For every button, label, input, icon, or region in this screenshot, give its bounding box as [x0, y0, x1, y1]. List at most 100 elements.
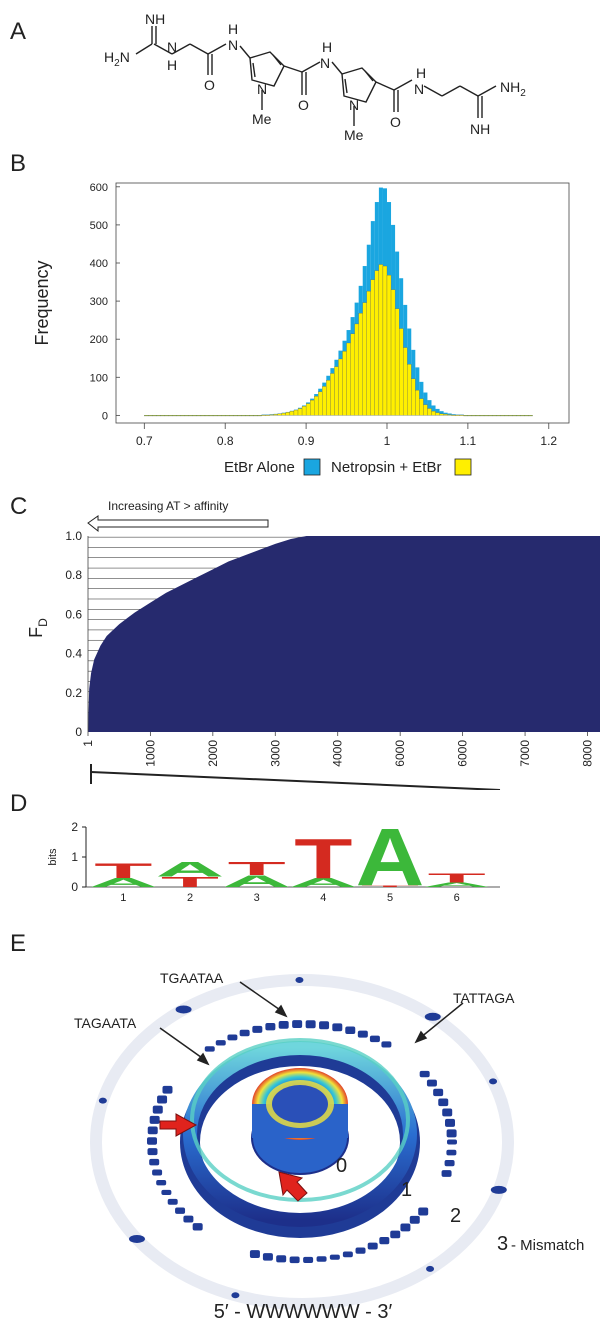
histogram-legend: EtBr Alone Netropsin + EtBr [224, 458, 472, 476]
area-x-tick-label: 4000 [331, 740, 345, 767]
panel-label-a: A [10, 18, 27, 45]
histogram-bar [435, 408, 440, 416]
legend-label-etbr: EtBr Alone [224, 459, 295, 476]
area-chart-y-axis: 0 0.2 0.4 0.6 0.8 1.0 [65, 529, 82, 739]
area-x-tick-label: 7000 [518, 740, 532, 767]
histogram-plot-frame [115, 182, 570, 424]
histogram-y-tick-label: 600 [90, 182, 108, 194]
mol-o2: O [298, 97, 309, 113]
logo-y-tick-label: 0 [71, 880, 78, 894]
zoom-bracket [90, 764, 501, 790]
histogram-bar [423, 392, 428, 416]
mol-n-right: N [414, 81, 424, 97]
ring-3-fragments [98, 977, 507, 1299]
legend-swatch-etbr [303, 458, 321, 476]
mol-h-mid2: H [322, 39, 332, 55]
logo-x-tick-label: 4 [320, 892, 326, 904]
area-chart-fd: 0 0.2 0.4 0.6 0.8 1.0 1 1000 2000 3000 4000 6000 60… [26, 499, 600, 790]
mol-n-ring2: N [349, 97, 359, 113]
red-arrows [159, 1113, 308, 1202]
logo-x-tick-label: 5 [387, 892, 393, 904]
annotation-arrows [159, 981, 464, 1066]
logo-letter: T [94, 859, 152, 882]
histogram-x-tick-label: 1.2 [540, 434, 557, 448]
mol-h-mid: H [228, 21, 238, 37]
histogram-x-axis: 0.7 0.8 0.9 1 1.1 1.2 [136, 423, 557, 448]
area-x-tick-label: 6000 [393, 740, 407, 767]
histogram-bar [447, 413, 452, 416]
histogram-y-tick-label: 200 [90, 334, 108, 346]
mismatch-label: - Mismatch [511, 1237, 584, 1254]
chemical-structure: NH H2N N H O H N N Me O H N N Me O H N N… [104, 11, 526, 143]
histogram-series-netropsin [144, 264, 533, 417]
panel-label-c: C [10, 493, 28, 520]
label-tgaataa: TGAATAA [160, 970, 224, 986]
ring-label-2: 2 [450, 1205, 461, 1227]
logo-x-axis: 1 2 3 4 5 6 [120, 892, 459, 904]
histogram-y-tick-label: 100 [90, 372, 108, 384]
histogram-y-tick-label: 400 [90, 258, 108, 270]
mol-nh2: NH2 [500, 79, 526, 99]
area-chart-y-label: FD [26, 618, 50, 638]
logo-x-tick-label: 1 [120, 892, 126, 904]
histogram-x-tick-label: 0.7 [136, 434, 153, 448]
logo-letter: T [228, 858, 286, 879]
label-tagaata: TAGAATA [74, 1015, 137, 1031]
ring-0-surface [251, 1068, 349, 1175]
ring-label-0: 0 [336, 1155, 347, 1177]
logo-letter: T [428, 871, 486, 885]
area-x-tick-label: 6000 [456, 740, 470, 767]
histogram-bar [443, 412, 448, 416]
area-x-tick-label: 1000 [143, 740, 157, 767]
area-fill-fd [88, 536, 600, 732]
histogram-bar [439, 411, 444, 416]
area-y-tick-label: 0 [75, 725, 82, 739]
panel-label-b: B [10, 150, 27, 177]
mol-n-mid2: N [320, 55, 330, 71]
affinity-arrow: Increasing AT > affinity [87, 499, 269, 533]
logo-letter: A [422, 881, 491, 888]
mol-nh-top: NH [145, 11, 165, 27]
area-x-tick-label: 3000 [268, 740, 282, 767]
ring-2-fragments [147, 1020, 457, 1264]
logo-x-tick-label: 6 [454, 892, 460, 904]
histogram-y-tick-label: 0 [102, 410, 108, 422]
logo-x-tick-label: 2 [187, 892, 193, 904]
area-y-tick-label: 0.8 [65, 568, 82, 582]
histogram-bar [431, 405, 436, 416]
mol-n-left: N [167, 39, 177, 55]
histogram-y-label: Frequency [32, 260, 52, 345]
area-x-tick-label: 2000 [206, 740, 220, 767]
mol-n-mid: N [228, 37, 238, 53]
mol-me1: Me [252, 111, 272, 127]
logo-letter: A [222, 872, 291, 891]
mol-n-ring1: N [257, 81, 267, 97]
mol-h-right: H [416, 65, 426, 81]
logo-letter: A [89, 876, 158, 890]
logo-letter: T [361, 885, 419, 887]
logo-y-tick-label: 1 [71, 850, 78, 864]
histogram-y-axis: 0 100 200 300 400 500 600 [90, 182, 120, 422]
logo-letter: A [156, 858, 225, 881]
logo-y-axis: 0 1 2 [71, 820, 86, 894]
histogram-bar [427, 400, 432, 416]
area-y-tick-label: 0.2 [65, 686, 82, 700]
mol-me2: Me [344, 127, 364, 143]
histogram-x-tick-label: 0.9 [298, 434, 315, 448]
sequence-caption: 5′ - WWWWWW - 3′ [214, 1301, 393, 1323]
histogram-x-tick-label: 0.8 [217, 434, 234, 448]
mol-h-left: H [167, 57, 177, 73]
histogram-bar [451, 414, 456, 416]
legend-swatch-netropsin [454, 458, 472, 476]
label-tattaga: TATTAGA [453, 990, 515, 1006]
histogram-x-tick-label: 1 [384, 434, 391, 448]
logo-y-label: bits [47, 848, 59, 866]
area-chart-x-axis: 1 1000 2000 3000 4000 6000 6000 7000 8000 [81, 732, 595, 767]
logo-letter: A [289, 876, 358, 890]
legend-label-netropsin: Netropsin + EtBr [331, 459, 441, 476]
ring-1-surface [180, 1038, 420, 1238]
area-y-tick-label: 0.4 [65, 647, 82, 661]
area-y-tick-label: 1.0 [65, 529, 82, 543]
